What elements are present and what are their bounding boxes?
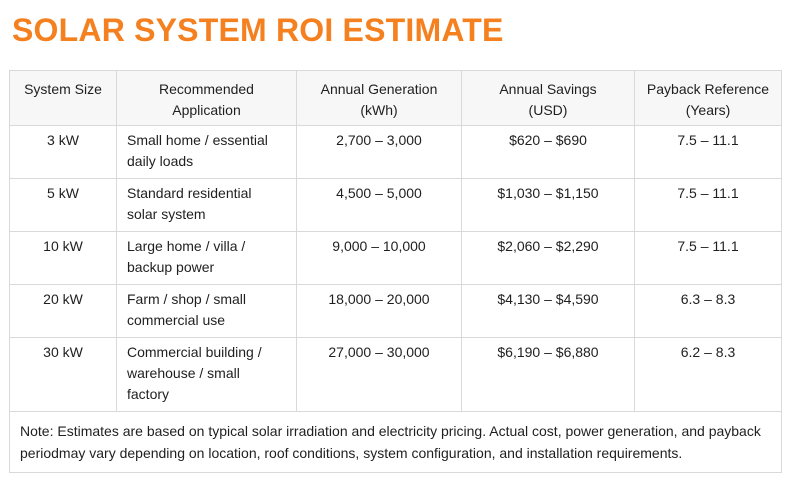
cell-system-size: 5 kW	[9, 178, 117, 232]
table-row: 5 kW Standard residential solar system 4…	[9, 178, 782, 232]
cell-application: Small home / essential daily loads	[116, 125, 297, 179]
cell-annual-savings: $6,190 – $6,880	[461, 337, 635, 412]
cell-payback: 7.5 – 11.1	[634, 178, 782, 232]
cell-application: Farm / shop / small commercial use	[116, 284, 297, 338]
header-recommended-application: Recommended Application	[116, 70, 297, 126]
page-title: SOLAR SYSTEM ROI ESTIMATE	[12, 12, 504, 48]
table-header: System Size Recommended Application Annu…	[9, 70, 782, 126]
cell-system-size: 30 kW	[9, 337, 117, 412]
cell-application: Commercial building / warehouse / small …	[116, 337, 297, 412]
header-annual-generation: Annual Generation (kWh)	[296, 70, 462, 126]
header-system-size: System Size	[9, 70, 117, 126]
table-row: 10 kW Large home / villa / backup power …	[9, 231, 782, 285]
cell-system-size: 3 kW	[9, 125, 117, 179]
cell-payback: 7.5 – 11.1	[634, 231, 782, 285]
roi-table: System Size Recommended Application Annu…	[9, 70, 782, 473]
cell-application: Large home / villa / backup power	[116, 231, 297, 285]
header-payback-reference: Payback Reference (Years)	[634, 70, 782, 126]
cell-annual-generation: 9,000 – 10,000	[296, 231, 462, 285]
table-note: Note: Estimates are based on typical sol…	[9, 411, 782, 473]
cell-annual-savings: $620 – $690	[461, 125, 635, 179]
header-annual-savings: Annual Savings (USD)	[461, 70, 635, 126]
cell-system-size: 20 kW	[9, 284, 117, 338]
cell-payback: 7.5 – 11.1	[634, 125, 782, 179]
cell-annual-savings: $4,130 – $4,590	[461, 284, 635, 338]
note-row: Note: Estimates are based on typical sol…	[9, 411, 782, 473]
cell-payback: 6.3 – 8.3	[634, 284, 782, 338]
cell-annual-generation: 18,000 – 20,000	[296, 284, 462, 338]
table-row: 20 kW Farm / shop / small commercial use…	[9, 284, 782, 338]
cell-annual-generation: 27,000 – 30,000	[296, 337, 462, 412]
cell-system-size: 10 kW	[9, 231, 117, 285]
table-row: 30 kW Commercial building / warehouse / …	[9, 337, 782, 412]
table-row: 3 kW Small home / essential daily loads …	[9, 125, 782, 179]
table-body: 3 kW Small home / essential daily loads …	[9, 125, 782, 473]
cell-annual-savings: $2,060 – $2,290	[461, 231, 635, 285]
cell-annual-savings: $1,030 – $1,150	[461, 178, 635, 232]
header-row: System Size Recommended Application Annu…	[9, 70, 782, 126]
cell-annual-generation: 4,500 – 5,000	[296, 178, 462, 232]
cell-application: Standard residential solar system	[116, 178, 297, 232]
cell-annual-generation: 2,700 – 3,000	[296, 125, 462, 179]
cell-payback: 6.2 – 8.3	[634, 337, 782, 412]
